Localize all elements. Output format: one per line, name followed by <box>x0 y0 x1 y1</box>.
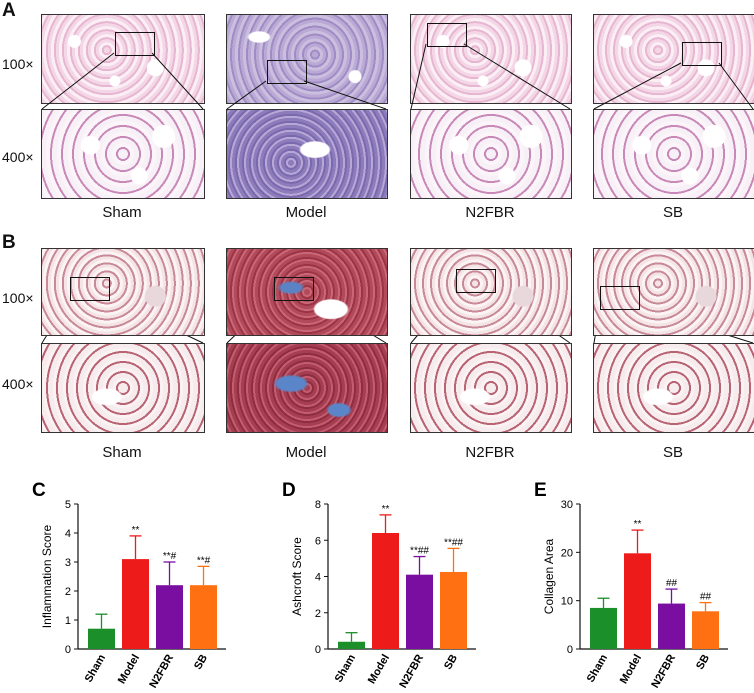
mag-label-a-high: 400× <box>2 149 34 165</box>
significance-label: ## <box>700 592 712 603</box>
x-tick-label: N2FBR <box>147 652 176 690</box>
group-label-a-sb: SB <box>662 204 683 221</box>
chart-collagen-area: E 0 10 20 30 Collagen Area Sham ** Model ## N2FBR #… <box>534 480 728 690</box>
y-axis-label: Collagen Area <box>542 538 556 614</box>
significance-label: ** <box>382 504 390 515</box>
micrograph-b-n2fbr-400x <box>410 343 572 433</box>
chart-inflammation-score: C 0 1 2 3 4 5 Inflammation Score Sham ** Model **# N… <box>32 480 226 690</box>
micrograph-a-sham-100x <box>41 14 205 104</box>
group-label-a-n2fbr: N2FBR <box>465 204 515 221</box>
x-tick-label: Sham <box>333 652 358 684</box>
x-tick-label: Sham <box>83 652 108 684</box>
group-label-a-model: Model <box>285 204 327 221</box>
x-tick-label: N2FBR <box>397 652 426 690</box>
zoom-box <box>427 23 467 47</box>
y-tick-label: 4 <box>65 528 71 540</box>
zoom-box <box>456 269 496 293</box>
y-tick-label: 5 <box>65 499 71 511</box>
micrograph-a-sb-400x <box>593 109 754 199</box>
y-tick-label: 20 <box>561 547 573 559</box>
y-tick-label: 0 <box>315 644 321 656</box>
x-tick-label: SB <box>694 652 712 671</box>
micrograph-b-sham-100x <box>41 248 205 336</box>
group-label-b-sham: Sham <box>102 444 142 461</box>
micrograph-a-model-100x <box>226 14 388 104</box>
x-tick-label: Model <box>618 653 644 687</box>
x-tick-label: SB <box>442 652 460 671</box>
group-label-a-sham: Sham <box>102 204 142 221</box>
y-tick-label: 0 <box>567 644 573 656</box>
micrograph-a-n2fbr-100x <box>410 14 572 104</box>
micrograph-a-n2fbr-400x <box>410 109 572 199</box>
zoom-box <box>600 286 640 310</box>
bar-sham <box>338 641 365 649</box>
y-tick-label: 6 <box>315 535 321 547</box>
mag-label-b-low: 100× <box>2 290 34 306</box>
y-tick-label: 2 <box>315 608 321 620</box>
bar-sham <box>88 628 115 649</box>
chart-ashcroft-score: D 0 2 4 6 8 Ashcroft Score Sham ** Model **## N2FBR… <box>282 480 476 690</box>
zoom-box <box>274 277 314 301</box>
micrograph-b-model-400x <box>226 343 388 433</box>
y-tick-label: 0 <box>65 644 71 656</box>
y-tick-label: 30 <box>561 499 573 511</box>
bar-model <box>372 533 399 649</box>
micrograph-b-sb-400x <box>593 343 754 433</box>
x-tick-label: SB <box>192 652 210 671</box>
panel-label-a: A <box>2 0 16 21</box>
significance-label: **# <box>197 555 211 566</box>
mag-label-a-low: 100× <box>2 56 34 72</box>
y-tick-label: 8 <box>315 499 321 511</box>
y-axis-label: Ashcroft Score <box>290 537 304 616</box>
group-label-b-model: Model <box>285 444 327 461</box>
micrograph-b-n2fbr-100x <box>410 248 572 336</box>
zoom-box <box>682 42 722 66</box>
significance-label: **## <box>444 537 463 548</box>
panel-label-b: B <box>2 232 16 253</box>
y-tick-label: 3 <box>65 557 71 569</box>
y-tick-label: 1 <box>65 615 71 627</box>
panel-label-e: E <box>534 480 547 501</box>
group-label-b-n2fbr: N2FBR <box>465 444 515 461</box>
bar-sham <box>590 607 617 649</box>
x-tick-label: Model <box>116 653 142 687</box>
significance-label: ** <box>634 519 642 530</box>
micrograph-a-model-400x <box>226 109 388 199</box>
significance-label: **# <box>163 551 177 562</box>
bar-sb <box>190 585 217 649</box>
bar-model <box>624 553 651 649</box>
zoom-box <box>115 32 155 56</box>
micrograph-b-sham-400x <box>41 343 205 433</box>
micrograph-b-sb-100x <box>593 248 754 336</box>
y-tick-label: 10 <box>561 596 573 608</box>
zoom-box <box>267 60 307 84</box>
x-tick-label: N2FBR <box>649 652 678 690</box>
significance-label: **## <box>410 546 429 557</box>
bar-sb <box>692 611 719 649</box>
significance-label: ** <box>132 525 140 536</box>
micrograph-a-sb-100x <box>593 14 754 104</box>
y-tick-label: 4 <box>315 572 321 584</box>
x-tick-label: Sham <box>585 652 610 684</box>
micrograph-a-sham-400x <box>41 109 205 199</box>
bar-n2fbr <box>156 585 183 649</box>
panel-label-c: C <box>32 480 46 501</box>
significance-label: ## <box>666 578 678 589</box>
y-axis-label: Inflammation Score <box>40 524 54 628</box>
zoom-box <box>70 277 110 301</box>
bar-n2fbr <box>658 603 685 649</box>
x-tick-label: Model <box>366 653 392 687</box>
panel-label-d: D <box>282 480 296 501</box>
bar-n2fbr <box>406 574 433 649</box>
y-tick-label: 2 <box>65 586 71 598</box>
micrograph-b-model-100x <box>226 248 388 336</box>
group-label-b-sb: SB <box>662 444 683 461</box>
bar-model <box>122 559 149 649</box>
mag-label-b-high: 400× <box>2 376 34 392</box>
bar-sb <box>440 571 467 649</box>
